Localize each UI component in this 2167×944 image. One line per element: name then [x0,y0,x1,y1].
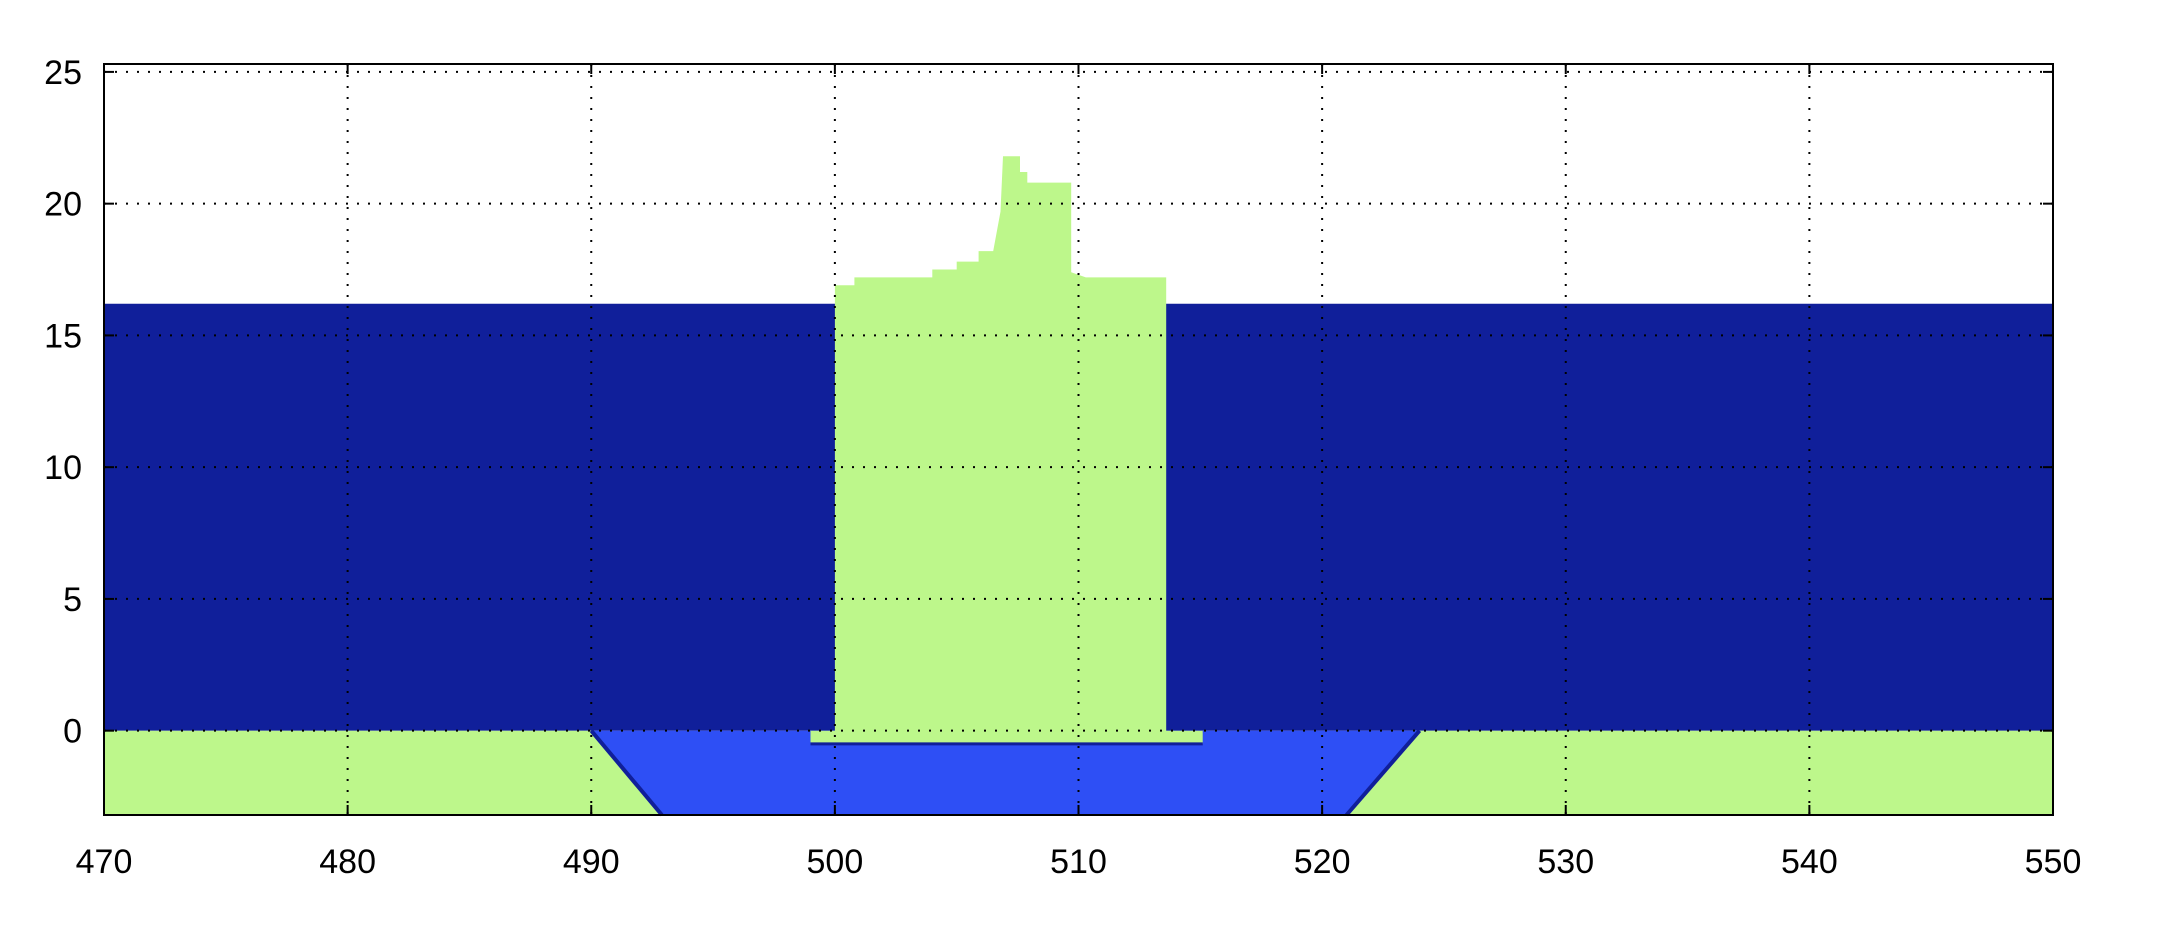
region-structure [810,156,1203,744]
chart-grid [104,64,2053,815]
x-tick-label: 500 [807,843,864,881]
x-tick-label: 520 [1294,843,1351,881]
x-tick-labels: 470 480 490 500 510 520 530 540 550 [76,843,2082,881]
y-tick-label: 5 [63,581,82,619]
x-tick-label: 530 [1537,843,1594,881]
x-tick-label: 550 [2025,843,2082,881]
chart-regions [104,156,2053,817]
y-tick-label: 0 [63,713,82,751]
x-tick-label: 490 [563,843,620,881]
y-tick-label: 10 [44,449,82,487]
y-tick-label: 15 [44,317,82,355]
x-tick-label: 480 [319,843,376,881]
region-seabed-right [1346,730,2053,815]
x-tick-label: 510 [1050,843,1107,881]
trench-right-edge [1344,729,1422,817]
chart-axes [103,63,2054,816]
x-tick-label: 470 [76,843,133,881]
y-tick-label: 25 [44,54,82,92]
y-tick-labels: 0 5 10 15 20 25 [44,54,82,751]
region-seabed-left [104,730,662,815]
region-trench-fill [591,730,1420,815]
x-tick-label: 540 [1781,843,1838,881]
y-tick-label: 20 [44,186,82,224]
trench-left-edge [589,729,664,817]
